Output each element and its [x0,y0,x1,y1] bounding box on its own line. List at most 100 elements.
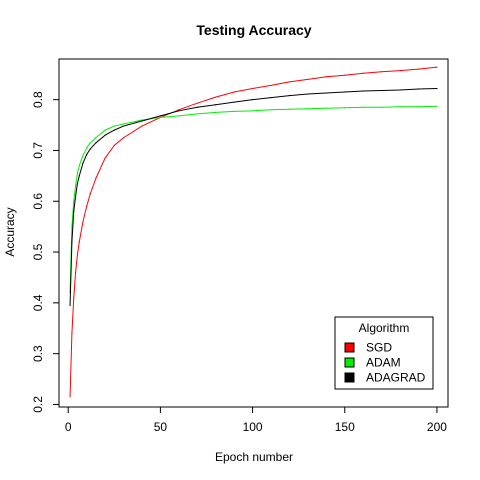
y-tick-label: 0.7 [31,142,45,159]
data-point [344,107,346,109]
data-point [122,123,125,125]
y-tick-label: 0.5 [31,243,45,260]
legend-title: Algorithm [359,321,410,335]
data-point [215,104,217,106]
data-point [381,71,383,73]
data-point [307,108,309,110]
series-line-adam [69,105,437,293]
data-point [76,172,79,174]
data-point [82,162,84,164]
data-point [436,87,438,90]
data-point [178,115,180,117]
data-point [86,153,88,156]
data-point [399,106,401,108]
data-point [270,97,272,99]
data-point [196,102,198,104]
data-point [288,81,291,83]
data-point [89,193,91,195]
data-point [325,76,327,78]
data-point [122,125,125,127]
data-point [74,185,77,187]
data-point [159,115,161,117]
data-point [95,177,97,179]
data-point [215,111,217,113]
data-point [78,165,80,167]
data-point [417,88,420,90]
data-point [104,134,106,136]
data-point [74,195,77,197]
y-axis-label: Accuracy [3,207,17,256]
data-point [307,93,309,95]
legend-label-sgd: SGD [366,341,392,355]
data-point [251,99,254,101]
y-tick-label: 0.4 [31,294,45,311]
data-point [344,74,346,76]
data-point [74,271,77,273]
y-tick-label: 0.6 [31,193,45,210]
data-point [104,129,106,131]
data-point [399,70,401,72]
x-tick-label: 200 [427,420,447,434]
x-axis: 0 50 100 150 200 [65,407,447,434]
data-point [233,110,235,112]
data-point [141,125,143,127]
x-tick-label: 150 [335,420,355,434]
data-point [69,396,71,398]
data-point [178,109,180,111]
data-point [233,101,235,103]
data-point [95,142,97,144]
x-tick-label: 0 [65,420,72,434]
x-tick-label: 100 [243,420,263,434]
data-point [417,106,420,108]
data-point [251,87,254,90]
data-point [71,241,73,243]
data-point [399,89,401,91]
data-point [288,94,291,97]
legend-swatch-sgd [344,342,355,353]
data-point [307,78,309,80]
data-point [73,297,75,299]
data-point [113,129,115,131]
data-point [270,109,272,111]
data-point [362,106,364,108]
data-point [381,89,383,92]
data-point [76,182,79,185]
data-point [215,96,217,98]
x-tick-label: 50 [154,420,168,434]
data-point [69,304,71,306]
data-point [76,253,79,256]
data-point [141,120,143,122]
series-layer [69,66,438,398]
legend-label-adam: ADAM [366,356,401,370]
data-point [362,90,364,92]
data-point [78,241,80,243]
data-point [178,110,180,112]
legend-swatch-adagrad [344,372,355,383]
data-point [122,137,125,139]
data-point [73,200,75,202]
series-adam [69,105,438,294]
data-point [104,157,106,159]
data-point [86,205,88,207]
x-axis-label: Epoch number [215,450,293,464]
data-point [196,113,198,115]
data-point [196,106,198,108]
y-tick-label: 0.3 [31,345,45,362]
data-point [82,220,84,223]
data-point [113,125,115,127]
y-tick-label: 0.2 [31,396,45,413]
series-adagrad [69,87,438,306]
data-point [325,92,327,94]
legend-swatch-adam [344,357,355,368]
data-point [417,68,420,70]
data-point [73,210,75,213]
data-point [113,144,115,146]
data-point [270,84,272,87]
data-point [344,91,346,93]
data-point [89,142,91,144]
data-point [436,66,438,68]
y-tick-label: 0.8 [31,91,45,108]
